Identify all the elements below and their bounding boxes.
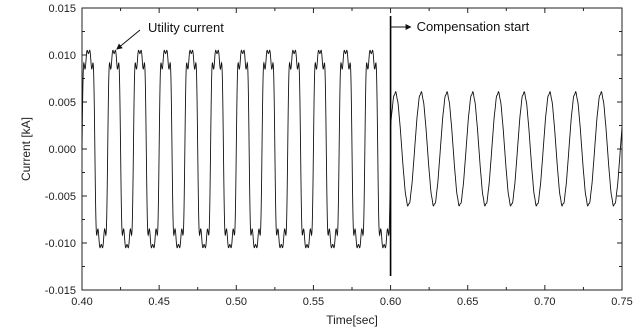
y-tick-label: 0.010	[48, 50, 76, 62]
x-tick-label: 0.75	[611, 296, 632, 308]
y-tick-label: -0.005	[45, 191, 76, 203]
series-line-current	[81, 49, 623, 249]
x-tick-label: 0.55	[303, 296, 324, 308]
x-tick-label: 0.40	[71, 296, 92, 308]
arrow-utility-current	[116, 29, 141, 50]
x-axis-title: Time[sec]	[326, 313, 378, 327]
x-tick-label: 0.60	[380, 296, 401, 308]
x-tick-label: 0.70	[534, 296, 555, 308]
y-tick-label: 0.005	[48, 97, 76, 109]
x-tick-label: 0.65	[457, 296, 478, 308]
annotation-compensation-start: Compensation start	[417, 19, 530, 34]
y-tick-label: 0.015	[48, 3, 76, 15]
y-tick-label: -0.010	[45, 238, 76, 250]
y-tick-label: 0.000	[48, 144, 76, 156]
x-tick-label: 0.50	[226, 296, 247, 308]
y-tick-label: -0.015	[45, 285, 76, 297]
y-axis-title: Current [kA]	[19, 117, 33, 181]
x-tick-label: 0.45	[148, 296, 169, 308]
annotation-utility-current: Utility current	[148, 20, 224, 35]
